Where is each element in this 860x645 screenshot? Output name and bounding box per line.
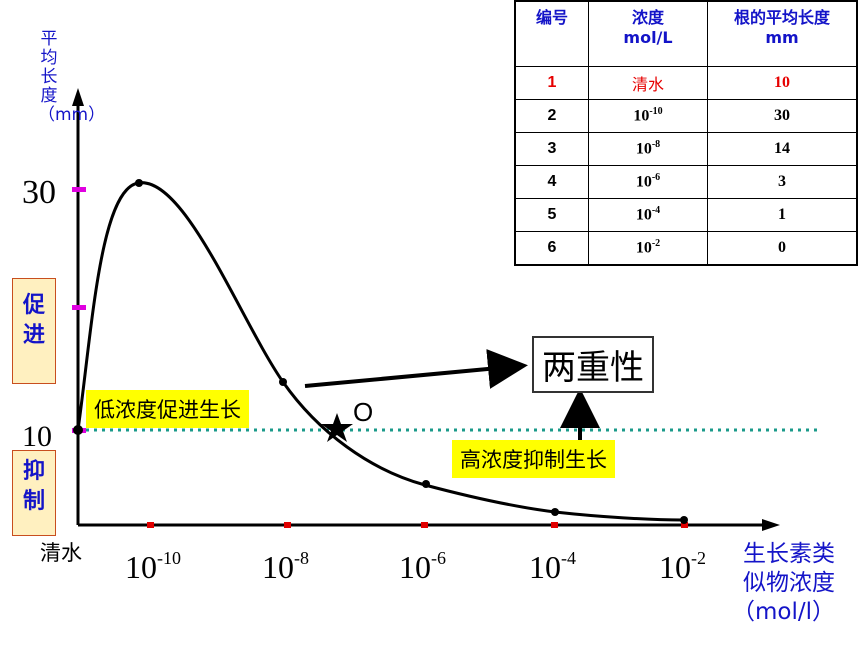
x-tick-label: 10-8 bbox=[262, 548, 309, 585]
table-header-cell: 编号 bbox=[514, 0, 589, 67]
row-length: 1 bbox=[707, 198, 858, 232]
x-axis-label: 生长素类 似物浓度 （mol/l） bbox=[700, 540, 835, 627]
row-concentration: 10-10 bbox=[588, 99, 708, 133]
table-row: 5 10-4 1 bbox=[514, 198, 858, 232]
x-tick-label: 10-6 bbox=[399, 548, 446, 585]
row-concentration: 10-6 bbox=[588, 165, 708, 199]
high-concentration-label: 高浓度抑制生长 bbox=[452, 440, 615, 478]
y-axis-label: 平均长度（mm） bbox=[38, 29, 106, 125]
data-table: 编号 浓度 mol/L 根的平均长度 mm 1 清水 10 2 10-10 30 3 10-8 14… bbox=[514, 0, 858, 266]
x-axis-label-line1: 生长素类 bbox=[743, 541, 835, 567]
dual-arrow-line bbox=[304, 349, 528, 389]
x-tick bbox=[551, 522, 558, 528]
table-row: 4 10-6 3 bbox=[514, 165, 858, 199]
row-concentration: 10-4 bbox=[588, 198, 708, 232]
row-concentration: 清水 bbox=[588, 66, 708, 100]
table-row: 3 10-8 14 bbox=[514, 132, 858, 166]
dual-nature-label: 两重性 bbox=[532, 336, 654, 393]
table-row: 1 清水 10 bbox=[514, 66, 858, 100]
row-concentration: 10-8 bbox=[588, 132, 708, 166]
o-point-label: O bbox=[353, 397, 374, 427]
row-number: 6 bbox=[514, 231, 589, 266]
low-concentration-label: 低浓度促进生长 bbox=[86, 390, 249, 428]
x-tick bbox=[284, 522, 291, 528]
y-tick-label-10: 10 bbox=[22, 420, 52, 453]
row-length: 0 bbox=[707, 231, 858, 266]
x-axis-label-line2: 似物浓度 bbox=[743, 570, 835, 596]
row-number: 5 bbox=[514, 198, 589, 232]
data-point bbox=[680, 516, 688, 524]
row-number: 4 bbox=[514, 165, 589, 199]
x-tick-label: 10-4 bbox=[529, 548, 576, 585]
row-length: 14 bbox=[707, 132, 858, 166]
data-point bbox=[551, 508, 559, 516]
table-header-cell: 根的平均长度 mm bbox=[707, 0, 858, 67]
x-tick-label-water: 清水 bbox=[40, 541, 82, 565]
x-tick bbox=[147, 522, 154, 528]
x-axis-arrow bbox=[762, 519, 780, 531]
y-axis-arrow bbox=[72, 88, 84, 106]
row-number: 3 bbox=[514, 132, 589, 166]
row-number: 2 bbox=[514, 99, 589, 133]
data-point bbox=[73, 425, 83, 435]
inhibit-zone-text: 抑制 bbox=[23, 459, 46, 514]
star-point-o bbox=[321, 413, 353, 442]
inhibit-zone-label: 抑制 bbox=[12, 450, 56, 536]
y-tick-mid bbox=[72, 305, 86, 310]
y-tick-30 bbox=[72, 187, 86, 192]
table-header-row: 编号 浓度 mol/L 根的平均长度 mm bbox=[514, 0, 858, 67]
table-row: 2 10-10 30 bbox=[514, 99, 858, 133]
row-concentration: 10-2 bbox=[588, 231, 708, 266]
row-length: 10 bbox=[707, 66, 858, 100]
table-header-cell: 浓度 mol/L bbox=[588, 0, 708, 67]
promote-zone-text: 促进 bbox=[23, 293, 46, 348]
data-point bbox=[422, 480, 430, 488]
promote-zone-label: 促进 bbox=[12, 278, 56, 384]
row-length: 30 bbox=[707, 99, 858, 133]
x-axis-label-line3: （mol/l） bbox=[731, 599, 835, 625]
table-row: 6 10-2 0 bbox=[514, 231, 858, 266]
data-point bbox=[135, 179, 143, 187]
x-tick bbox=[681, 522, 688, 528]
x-tick-label: 10-2 bbox=[659, 548, 706, 585]
x-tick bbox=[421, 522, 428, 528]
row-length: 3 bbox=[707, 165, 858, 199]
y-tick-label-30: 30 bbox=[22, 174, 56, 211]
row-number: 1 bbox=[514, 66, 589, 100]
data-point bbox=[279, 378, 287, 386]
x-tick-label: 10-10 bbox=[125, 548, 181, 585]
